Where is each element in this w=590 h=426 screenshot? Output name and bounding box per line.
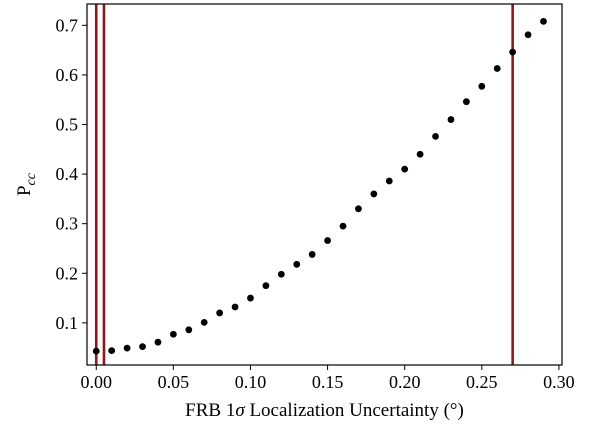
data-point bbox=[462, 98, 470, 106]
x-axis-label: FRB 1σ Localization Uncertainty (°) bbox=[185, 400, 464, 421]
x-tick-label: 0.20 bbox=[389, 372, 421, 392]
y-axis-label-subscript: cc bbox=[24, 172, 39, 185]
x-axis-label-prefix: FRB 1 bbox=[185, 400, 235, 421]
y-tick-label: 0.1 bbox=[56, 313, 79, 333]
data-point bbox=[416, 150, 424, 158]
data-point bbox=[509, 48, 517, 56]
plot-frame bbox=[86, 3, 563, 366]
data-point bbox=[154, 338, 162, 346]
y-axis-label: Pcc bbox=[14, 172, 39, 196]
data-point bbox=[169, 330, 177, 338]
y-tick-label: 0.3 bbox=[56, 214, 79, 234]
data-point bbox=[123, 344, 131, 352]
vertical-lines bbox=[94, 4, 514, 365]
x-tick-label: 0.00 bbox=[81, 372, 113, 392]
x-axis-label-suffix: Localization Uncertainty (°) bbox=[245, 400, 464, 421]
y-tick-label: 0.5 bbox=[56, 114, 79, 134]
data-point bbox=[355, 205, 362, 213]
y-axis-ticks: 0.1 0.2 0.3 0.4 0.5 0.6 0.7 bbox=[56, 15, 87, 333]
data-point bbox=[216, 309, 224, 317]
data-point bbox=[447, 116, 455, 123]
x-tick-label: 0.25 bbox=[466, 372, 498, 392]
x-tick-label: 0.30 bbox=[543, 372, 575, 392]
x-tick-label: 0.05 bbox=[158, 372, 190, 392]
data-point bbox=[478, 82, 486, 90]
y-tick-label: 0.4 bbox=[56, 164, 79, 184]
data-point bbox=[92, 347, 100, 355]
x-axis-ticks: 0.00 0.05 0.10 0.15 0.20 0.25 0.30 bbox=[81, 365, 575, 392]
y-axis-label-main: P bbox=[14, 185, 35, 196]
data-point bbox=[277, 270, 285, 278]
data-point bbox=[139, 343, 146, 351]
data-point bbox=[200, 318, 208, 326]
data-point bbox=[385, 177, 393, 185]
data-point bbox=[108, 347, 116, 355]
data-point bbox=[308, 251, 316, 258]
data-point bbox=[524, 31, 532, 39]
data-point bbox=[432, 132, 439, 140]
data-point bbox=[540, 17, 547, 25]
x-tick-label: 0.10 bbox=[235, 372, 267, 392]
data-point bbox=[401, 165, 409, 173]
y-tick-label: 0.2 bbox=[56, 263, 79, 283]
data-point bbox=[493, 65, 501, 72]
data-point bbox=[370, 190, 378, 198]
data-point bbox=[231, 303, 239, 311]
data-point bbox=[324, 237, 331, 244]
data-points bbox=[92, 17, 547, 355]
data-point bbox=[247, 294, 254, 302]
data-point bbox=[293, 260, 301, 268]
x-axis-label-sigma: σ bbox=[235, 400, 245, 421]
y-tick-label: 0.7 bbox=[56, 15, 79, 35]
data-point bbox=[185, 326, 193, 334]
data-point bbox=[262, 282, 270, 290]
x-tick-label: 0.15 bbox=[312, 372, 344, 392]
data-point bbox=[339, 222, 347, 230]
y-tick-label: 0.6 bbox=[56, 65, 79, 85]
